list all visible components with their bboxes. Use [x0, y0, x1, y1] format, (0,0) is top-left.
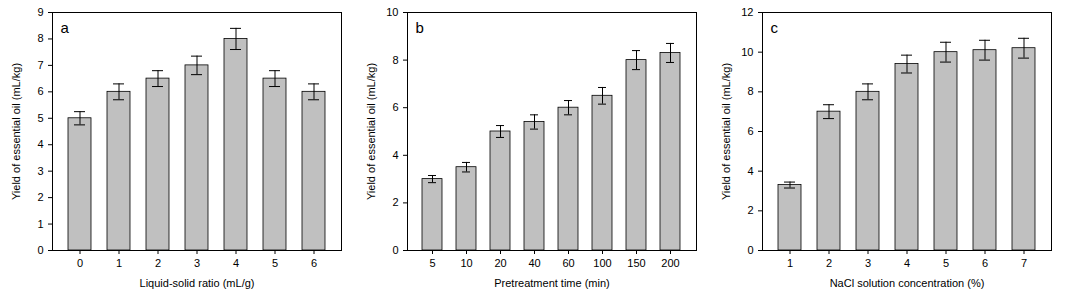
svg-text:0: 0 [77, 257, 83, 269]
svg-text:20: 20 [494, 257, 506, 269]
svg-text:6: 6 [37, 85, 43, 97]
svg-text:9: 9 [37, 6, 43, 18]
svg-text:10: 10 [741, 46, 753, 58]
svg-text:200: 200 [661, 257, 679, 269]
svg-text:0: 0 [747, 244, 753, 256]
svg-text:7: 7 [1021, 257, 1027, 269]
svg-text:2: 2 [826, 257, 832, 269]
svg-text:4: 4 [233, 257, 239, 269]
svg-text:8: 8 [392, 54, 398, 66]
svg-text:6: 6 [982, 257, 988, 269]
svg-text:6: 6 [392, 101, 398, 113]
svg-text:3: 3 [37, 165, 43, 177]
svg-text:150: 150 [627, 257, 645, 269]
svg-text:Yield of essential oil (mL/kg): Yield of essential oil (mL/kg) [365, 63, 377, 200]
svg-text:4: 4 [37, 138, 43, 150]
svg-text:c: c [771, 19, 779, 36]
svg-text:4: 4 [904, 257, 910, 269]
svg-text:a: a [61, 19, 70, 36]
svg-text:10: 10 [460, 257, 472, 269]
svg-text:1: 1 [787, 257, 793, 269]
svg-text:2: 2 [37, 191, 43, 203]
svg-text:10: 10 [386, 6, 398, 18]
svg-text:b: b [416, 19, 424, 36]
svg-text:Yield of essential oil (mL/kg): Yield of essential oil (mL/kg) [10, 63, 22, 200]
svg-text:8: 8 [37, 32, 43, 44]
svg-text:NaCl solution concentration (%: NaCl solution concentration (%) [830, 277, 985, 289]
svg-text:6: 6 [311, 257, 317, 269]
svg-text:7: 7 [37, 59, 43, 71]
svg-text:5: 5 [429, 257, 435, 269]
svg-text:5: 5 [943, 257, 949, 269]
svg-text:Liquid-solid ratio (mL/g): Liquid-solid ratio (mL/g) [140, 277, 255, 289]
svg-text:5: 5 [272, 257, 278, 269]
svg-text:6: 6 [747, 125, 753, 137]
svg-text:5: 5 [37, 112, 43, 124]
svg-text:1: 1 [116, 257, 122, 269]
svg-text:40: 40 [528, 257, 540, 269]
svg-text:0: 0 [37, 244, 43, 256]
svg-text:100: 100 [593, 257, 611, 269]
svg-text:12: 12 [741, 6, 753, 18]
svg-text:2: 2 [747, 204, 753, 216]
svg-text:60: 60 [562, 257, 574, 269]
svg-text:3: 3 [865, 257, 871, 269]
svg-text:4: 4 [392, 149, 398, 161]
svg-text:0: 0 [392, 244, 398, 256]
svg-text:Yield of essential oil (mL/kg): Yield of essential oil (mL/kg) [720, 63, 732, 200]
svg-text:8: 8 [747, 85, 753, 97]
svg-text:2: 2 [155, 257, 161, 269]
svg-text:1: 1 [37, 218, 43, 230]
svg-text:4: 4 [747, 165, 753, 177]
svg-text:Pretreatment time (min): Pretreatment time (min) [494, 277, 610, 289]
svg-text:3: 3 [194, 257, 200, 269]
svg-text:2: 2 [392, 196, 398, 208]
